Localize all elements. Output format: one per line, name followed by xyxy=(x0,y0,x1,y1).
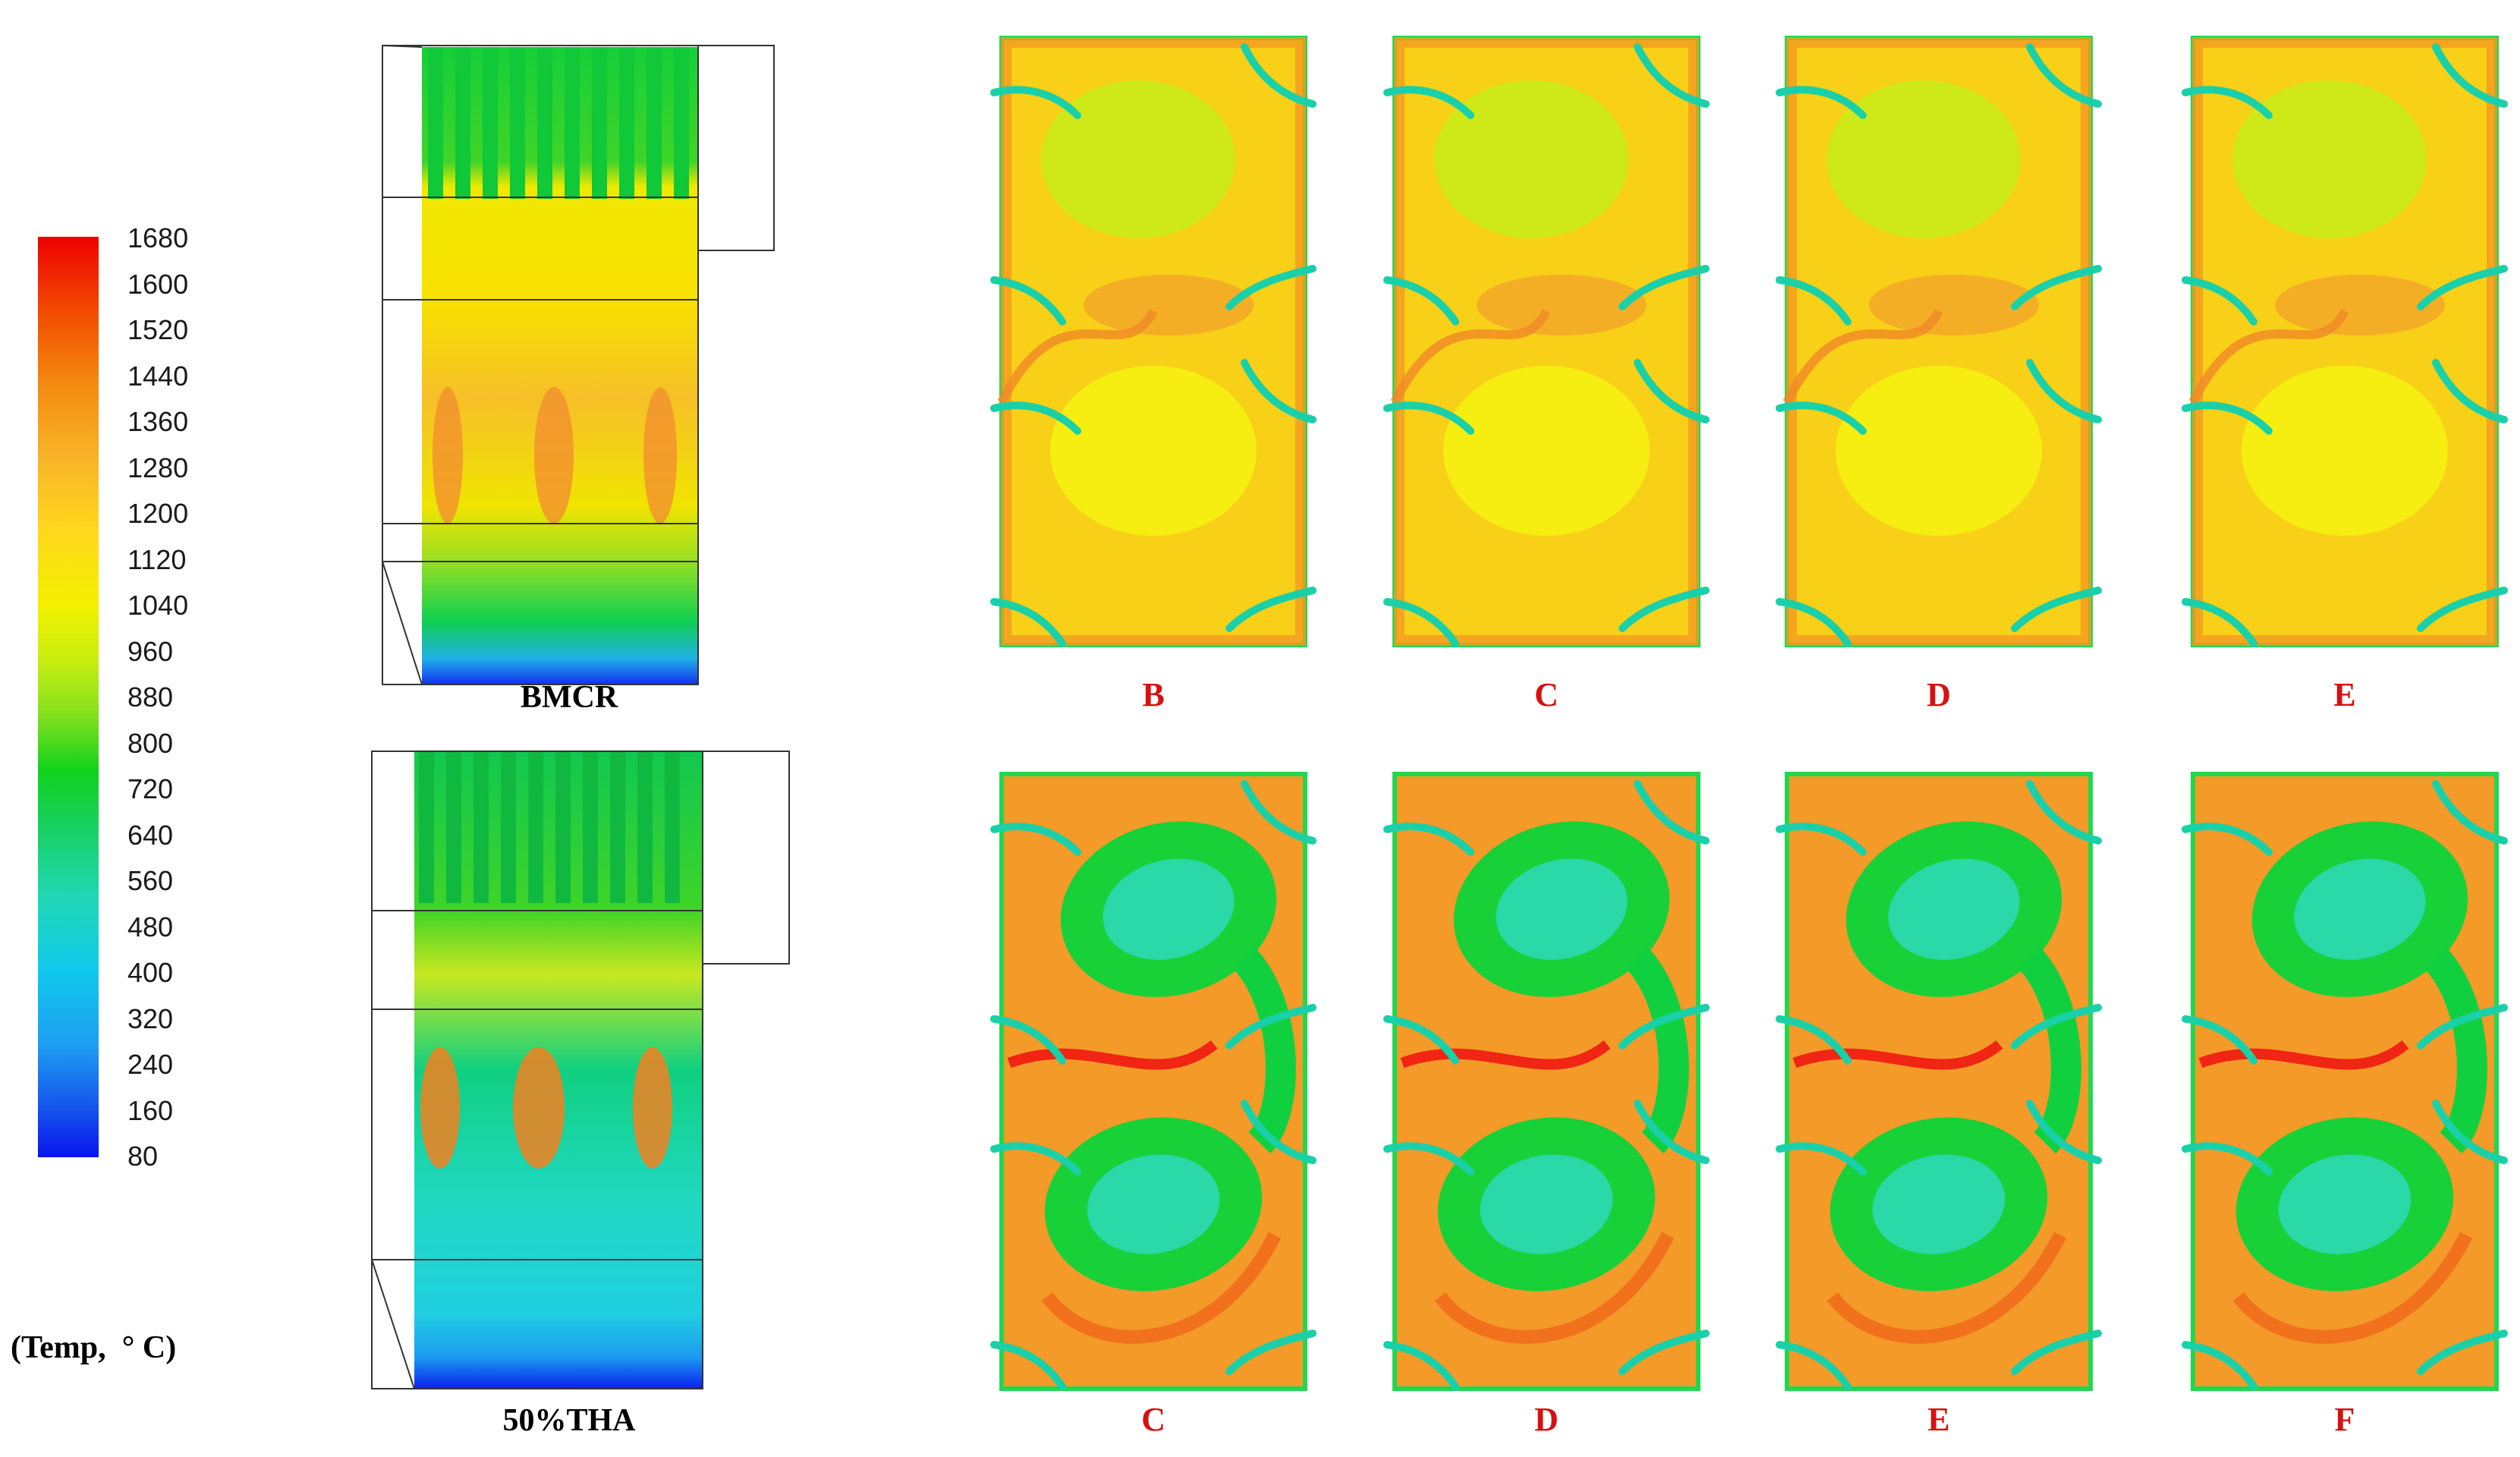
temperature-colorbar xyxy=(38,237,99,1157)
colorbar-tick-label: 480 xyxy=(127,911,174,942)
colorbar-tick-label: 80 xyxy=(127,1141,159,1172)
colorbar-tick-label: 1600 xyxy=(127,268,189,300)
colorbar-tick-label: 640 xyxy=(127,819,174,851)
slice-label: C xyxy=(1534,676,1559,713)
slice-label: D xyxy=(1927,676,1951,713)
colorbar-tick-label: 1520 xyxy=(127,314,189,345)
temperature-slice-bmcr-b xyxy=(990,36,1317,647)
temperature-slice-bmcr-c xyxy=(1383,36,1710,647)
colorbar-tick-label: 1200 xyxy=(127,498,189,529)
temperature-slice-tha-e xyxy=(1776,772,2102,1391)
temperature-slice-tha-f xyxy=(2182,772,2508,1391)
colorbar-tick-label: 240 xyxy=(127,1049,174,1080)
colorbar-tick-label: 160 xyxy=(127,1094,174,1126)
colorbar-unit-label: (Temp, ° C) xyxy=(11,1330,177,1365)
slice-label: E xyxy=(1927,1401,1950,1438)
furnace-caption-50tha: 50%THA xyxy=(502,1403,636,1438)
colorbar-tick-label: 960 xyxy=(127,635,174,667)
colorbar-tick-label: 1440 xyxy=(127,360,189,392)
colorbar-tick-label: 800 xyxy=(127,727,174,759)
colorbar-tick-label: 1360 xyxy=(127,406,189,437)
temperature-slice-tha-d xyxy=(1383,772,1710,1391)
furnace-caption-bmcr: BMCR xyxy=(520,680,618,715)
colorbar-tick-label: 1040 xyxy=(127,590,189,621)
colorbar-tick-label: 1120 xyxy=(127,543,187,575)
furnace-view-50tha xyxy=(371,751,790,1389)
furnace-view-bmcr xyxy=(382,45,775,685)
colorbar-tick-label: 560 xyxy=(127,865,174,896)
colorbar-tick-label: 720 xyxy=(127,773,174,804)
colorbar-tick-label: 1680 xyxy=(127,222,189,253)
colorbar-tick-label: 320 xyxy=(127,1002,174,1034)
temperature-slice-bmcr-d xyxy=(1776,36,2102,647)
colorbar-tick-label: 400 xyxy=(127,957,174,988)
slice-label: B xyxy=(1142,676,1165,713)
slice-label: E xyxy=(2333,676,2356,713)
slice-label: D xyxy=(1534,1401,1559,1438)
temperature-slice-tha-c xyxy=(990,772,1317,1391)
colorbar-tick-label: 1280 xyxy=(127,452,189,483)
temperature-slice-bmcr-e xyxy=(2182,36,2508,647)
slice-label: F xyxy=(2334,1401,2355,1438)
slice-label: C xyxy=(1141,1401,1166,1438)
colorbar-tick-label: 880 xyxy=(127,681,174,713)
